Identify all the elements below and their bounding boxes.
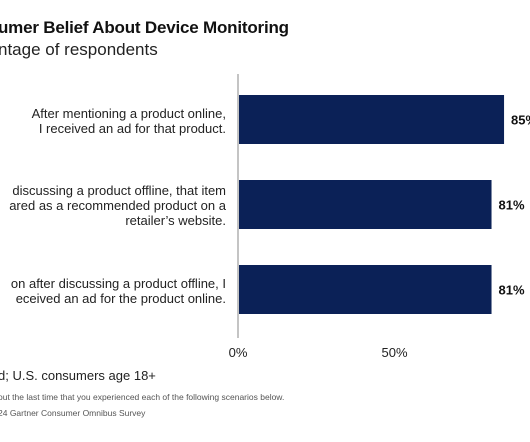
category-label: After mentioning a product online, I rece… — [0, 106, 226, 136]
category-label-line: on after discussing a product offline, I — [10, 275, 226, 291]
bar — [239, 265, 492, 314]
category-label-line: After mentioning a product online, — [31, 105, 226, 121]
category-label-line: eceived an ad for the product online. — [15, 290, 226, 306]
chart-subtitle: ntage of respondents — [0, 40, 158, 59]
category-label: on after discussing a product offline, I… — [0, 276, 226, 306]
bar-value-label: 81% — [499, 283, 525, 298]
x-tick-label: 50% — [381, 345, 407, 360]
category-label: discussing a product offline, that item a… — [0, 183, 226, 228]
bar-value-label: 85% — [511, 113, 530, 128]
category-label-line: ared as a recommended product on a — [9, 198, 226, 213]
chart-title: umer Belief About Device Monitoring — [0, 18, 289, 37]
x-tick-label: 0% — [229, 345, 248, 360]
bar — [239, 95, 505, 144]
bar-value-label: 81% — [499, 198, 525, 213]
category-label-line: discussing a product offline, that item — [12, 183, 226, 198]
base-note: d; U.S. consumers age 18+ — [0, 368, 156, 383]
category-label-line: retailer’s website. — [125, 213, 226, 228]
category-label-line: I received an ad for that product. — [38, 120, 226, 136]
source-note: 24 Gartner Consumer Omnibus Survey — [0, 408, 146, 418]
question-note: out the last time that you experienced e… — [0, 392, 285, 402]
bar — [239, 180, 492, 229]
